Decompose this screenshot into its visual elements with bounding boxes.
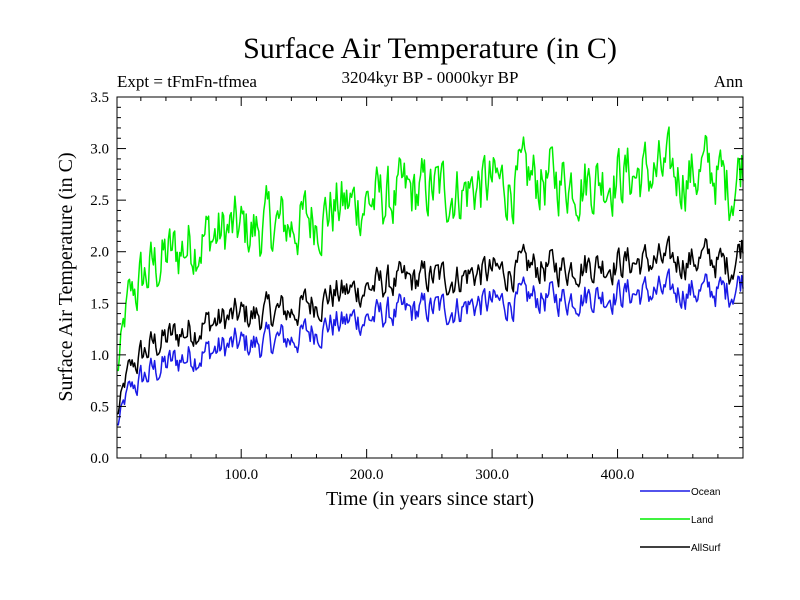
x-axis: 100.0 200.0 300.0 400.0: [140, 97, 719, 483]
series-line-allsurf: [116, 235, 744, 415]
y-tick-label: 3.0: [90, 142, 109, 158]
y-tick-label: 2.0: [90, 245, 109, 261]
chart-title: Surface Air Temperature (in C): [243, 32, 617, 65]
season-label: Ann: [714, 72, 744, 91]
chart-subtitle: 3204kyr BP - 0000kyr BP: [342, 68, 519, 87]
series-line-ocean: [116, 268, 744, 426]
x-tick-label: 100.0: [224, 467, 258, 483]
y-tick-label: 0.0: [90, 451, 109, 467]
x-axis-label: Time (in years since start): [326, 488, 534, 510]
y-axis-label: Surface Air Temperature (in C): [55, 152, 77, 401]
legend-label-ocean: Ocean: [691, 487, 720, 498]
y-tick-label: 3.5: [90, 90, 109, 106]
legend: Ocean Land AllSurf: [640, 487, 721, 554]
plot-frame: [116, 96, 744, 459]
x-tick-label: 400.0: [601, 467, 635, 483]
plot-series: [116, 126, 744, 426]
y-tick-label: 1.5: [90, 296, 109, 312]
y-tick-label: 2.5: [90, 193, 109, 209]
y-tick-label: 1.0: [90, 348, 109, 364]
x-tick-label: 200.0: [350, 467, 384, 483]
x-tick-label: 300.0: [475, 467, 509, 483]
expt-label: Expt = tFmFn-tfmea: [117, 72, 257, 91]
y-tick-label: 0.5: [90, 399, 109, 415]
legend-label-allsurf: AllSurf: [691, 543, 721, 554]
legend-label-land: Land: [691, 515, 713, 526]
series-line-land: [116, 126, 744, 372]
y-axis: 0.0 0.5 1.0 1.5 2.0 2.5 3.0 3.5: [90, 90, 743, 467]
